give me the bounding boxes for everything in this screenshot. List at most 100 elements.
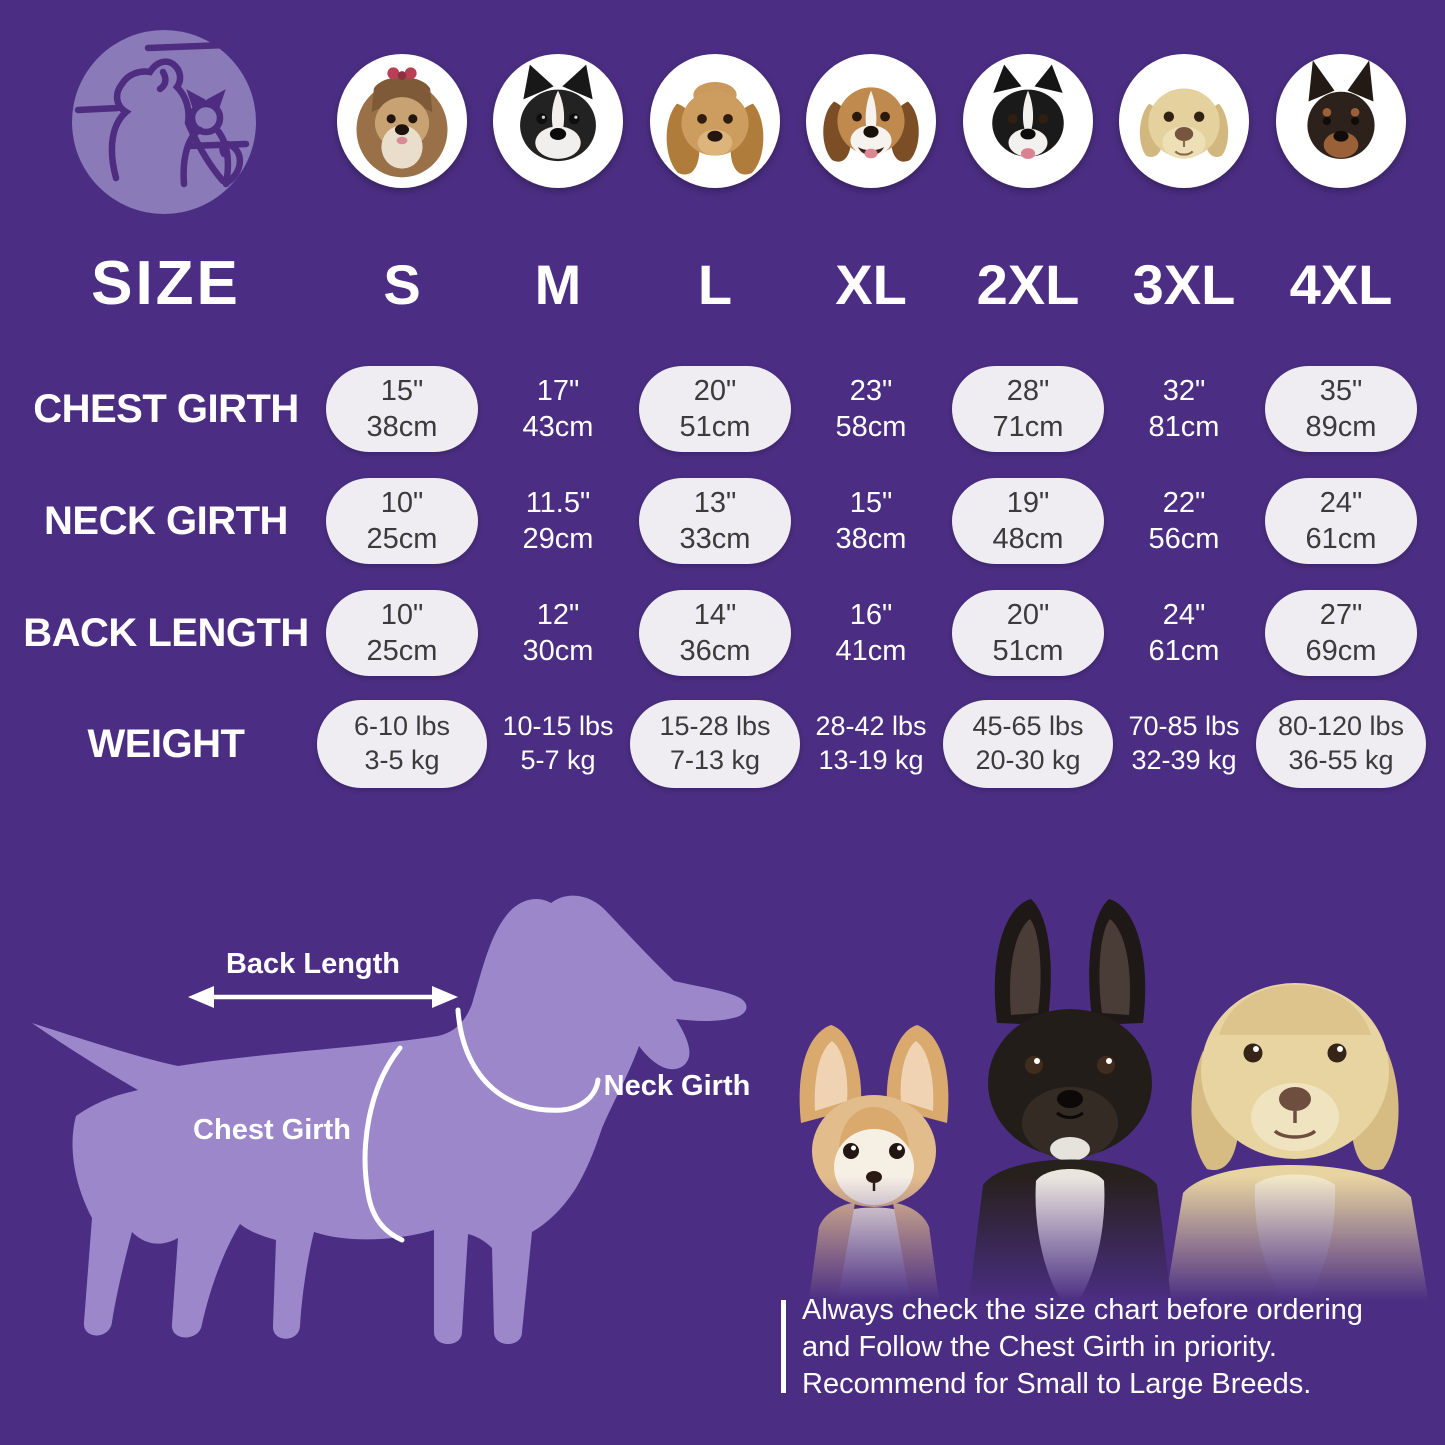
- neck-girth-line: [455, 1007, 601, 1113]
- size-column-header: 4XL: [1289, 253, 1393, 316]
- cell-neck-girth-4xl: 24" 61cm: [1265, 478, 1417, 564]
- value-imperial: 32": [1162, 374, 1206, 407]
- value-metric: 36-55 kg: [1288, 745, 1394, 775]
- value-metric: 30cm: [522, 635, 594, 667]
- cell-back-length-s: 10" 25cm: [326, 590, 478, 676]
- value-metric: 25cm: [366, 635, 438, 667]
- cell-neck-girth-3xl: 22" 56cm: [1108, 478, 1260, 564]
- french-bulldog-icon: [967, 899, 1173, 1315]
- shih-tzu-icon: [356, 67, 448, 178]
- value-metric: 51cm: [992, 635, 1064, 667]
- cell-back-length-xl: 16" 41cm: [795, 590, 947, 676]
- value-metric: 89cm: [1305, 411, 1377, 443]
- value-metric: 38cm: [835, 523, 907, 555]
- breed-photo-cocker-spaniel: [650, 54, 780, 188]
- sizing-note: Always check the size chart before order…: [802, 1292, 1445, 1403]
- dog-measurement-silhouette-icon: [32, 895, 747, 1344]
- cell-weight-l: 15-28 lbs 7-13 kg: [630, 700, 800, 788]
- cell-back-length-3xl: 24" 61cm: [1108, 590, 1260, 676]
- value-metric: 25cm: [366, 523, 438, 555]
- note-line: Always check the size chart before order…: [802, 1294, 1363, 1326]
- cell-back-length-2xl: 20" 51cm: [952, 590, 1104, 676]
- arrow-head-left: [188, 986, 214, 1008]
- cell-neck-girth-xl: 15" 38cm: [795, 478, 947, 564]
- cell-chest-girth-s: 15" 38cm: [326, 366, 478, 452]
- value-imperial: 24": [1162, 598, 1206, 631]
- note-divider-bar: [781, 1300, 786, 1393]
- chest-girth-line: [362, 1045, 405, 1243]
- value-metric: 36cm: [679, 635, 751, 667]
- size-column-header: L: [697, 253, 733, 316]
- cell-neck-girth-s: 10" 25cm: [326, 478, 478, 564]
- value-metric: 5-7 kg: [520, 745, 596, 775]
- value-imperial: 15": [380, 374, 424, 407]
- breed-photo-shih-tzu: [337, 54, 467, 188]
- value-metric: 58cm: [835, 411, 907, 443]
- value-imperial: 10": [380, 486, 424, 519]
- cell-chest-girth-4xl: 35" 89cm: [1265, 366, 1417, 452]
- cell-neck-girth-m: 11.5" 29cm: [482, 478, 634, 564]
- value-imperial: 28": [1006, 374, 1050, 407]
- cell-chest-girth-xl: 23" 58cm: [795, 366, 947, 452]
- value-imperial: 13": [693, 486, 737, 519]
- value-metric: 61cm: [1305, 523, 1377, 555]
- row-label-back-length: BACK LENGTH: [23, 610, 309, 655]
- cell-chest-girth-2xl: 28" 71cm: [952, 366, 1104, 452]
- back-length-label: Back Length: [225, 948, 401, 980]
- labrador-icon: [1163, 983, 1431, 1315]
- chest-girth-label: Chest Girth: [193, 1114, 351, 1146]
- value-imperial: 70-85 lbs: [1128, 711, 1240, 742]
- cell-weight-3xl: 70-85 lbs 32-39 kg: [1099, 700, 1269, 788]
- value-metric: 20-30 kg: [975, 745, 1081, 775]
- breed-photo-border-collie: [963, 54, 1093, 188]
- cell-back-length-l: 14" 36cm: [639, 590, 791, 676]
- breed-photo-beagle: [806, 54, 936, 188]
- beagle-icon: [823, 87, 919, 162]
- value-metric: 48cm: [992, 523, 1064, 555]
- value-imperial: 10": [380, 598, 424, 631]
- value-metric: 3-5 kg: [364, 745, 440, 775]
- value-metric: 61cm: [1148, 635, 1220, 667]
- cell-weight-2xl: 45-65 lbs 20-30 kg: [943, 700, 1113, 788]
- value-imperial: 20": [1006, 598, 1050, 631]
- size-column-header: S: [383, 253, 421, 316]
- value-imperial: 12": [536, 598, 580, 631]
- value-imperial: 19": [1006, 486, 1050, 519]
- value-metric: 81cm: [1148, 411, 1220, 443]
- value-metric: 38cm: [366, 411, 438, 443]
- note-line: and Follow the Chest Girth in priority.: [802, 1331, 1277, 1363]
- value-metric: 13-19 kg: [818, 745, 924, 775]
- value-metric: 43cm: [522, 411, 594, 443]
- value-imperial: 22": [1162, 486, 1206, 519]
- value-imperial: 24": [1319, 486, 1363, 519]
- cell-chest-girth-3xl: 32" 81cm: [1108, 366, 1260, 452]
- cell-back-length-m: 12" 30cm: [482, 590, 634, 676]
- value-metric: 7-13 kg: [669, 745, 761, 775]
- breed-photo-doberman: [1276, 54, 1406, 188]
- size-column-header: XL: [835, 253, 907, 316]
- labrador-icon: [1139, 88, 1229, 159]
- value-imperial: 20": [693, 374, 737, 407]
- dog-trio-illustration: [799, 899, 1431, 1315]
- cell-weight-s: 6-10 lbs 3-5 kg: [317, 700, 487, 788]
- border-collie-icon: [992, 64, 1064, 159]
- boston-terrier-icon: [520, 64, 596, 162]
- value-imperial: 16": [849, 598, 893, 631]
- size-column-header: M: [534, 253, 582, 316]
- breed-photo-labrador: [1119, 54, 1249, 188]
- chihuahua-icon: [799, 1025, 949, 1315]
- doberman-icon: [1307, 60, 1375, 159]
- value-metric: 51cm: [679, 411, 751, 443]
- value-metric: 71cm: [992, 411, 1064, 443]
- row-label-chest-girth: CHEST GIRTH: [33, 386, 299, 431]
- cell-neck-girth-2xl: 19" 48cm: [952, 478, 1104, 564]
- breed-photo-boston-terrier: [493, 54, 623, 188]
- size-row-title: SIZE: [91, 249, 241, 318]
- row-label-weight: WEIGHT: [87, 721, 245, 766]
- size-column-header: 3XL: [1132, 253, 1236, 316]
- value-imperial: 35": [1319, 374, 1363, 407]
- note-line: Recommend for Small to Large Breeds.: [802, 1368, 1312, 1400]
- value-metric: 33cm: [679, 523, 751, 555]
- cell-weight-xl: 28-42 lbs 13-19 kg: [786, 700, 956, 788]
